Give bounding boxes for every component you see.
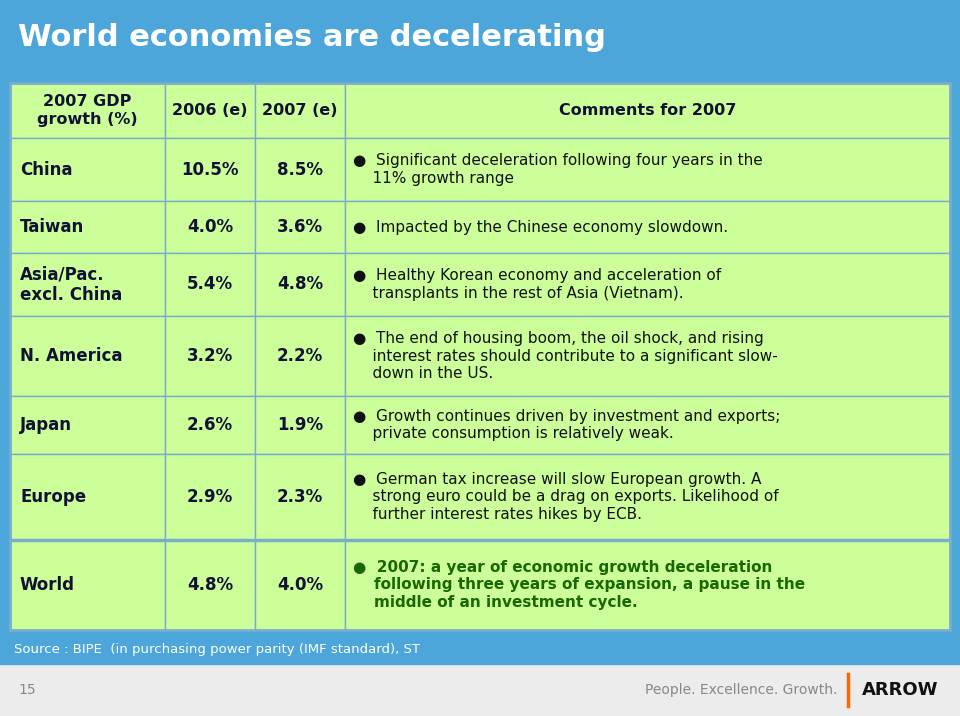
Bar	[345, 253, 950, 316]
Text: People. Excellence. Growth.: People. Excellence. Growth.	[645, 683, 837, 697]
Text: 2.9%: 2.9%	[187, 488, 233, 506]
Bar	[0, 664, 960, 716]
Text: Source : BIPE  (in purchasing power parity (IMF standard), ST: Source : BIPE (in purchasing power parit…	[14, 642, 420, 656]
Text: 3.6%: 3.6%	[276, 218, 324, 236]
Bar	[10, 83, 165, 138]
Text: 2006 (e): 2006 (e)	[172, 103, 248, 118]
Text: World: World	[20, 576, 75, 594]
Bar	[10, 201, 165, 253]
Bar	[10, 253, 165, 316]
Bar	[10, 83, 950, 630]
Bar	[165, 397, 255, 454]
Text: 2007 GDP
growth (%): 2007 GDP growth (%)	[37, 95, 138, 127]
Bar	[345, 454, 950, 540]
Bar	[345, 316, 950, 397]
Bar	[10, 540, 165, 630]
Text: ●  The end of housing boom, the oil shock, and rising
    interest rates should : ● The end of housing boom, the oil shock…	[353, 332, 778, 381]
Text: ●  2007: a year of economic growth deceleration
    following three years of exp: ● 2007: a year of economic growth decele…	[353, 560, 805, 610]
Bar	[255, 316, 345, 397]
Text: ●  Growth continues driven by investment and exports;
    private consumption is: ● Growth continues driven by investment …	[353, 409, 780, 441]
Bar	[165, 253, 255, 316]
Text: ●  Impacted by the Chinese economy slowdown.: ● Impacted by the Chinese economy slowdo…	[353, 220, 728, 235]
Text: ●  Healthy Korean economy and acceleration of
    transplants in the rest of Asi: ● Healthy Korean economy and acceleratio…	[353, 268, 721, 301]
Text: 5.4%: 5.4%	[187, 276, 233, 294]
Text: 10.5%: 10.5%	[181, 160, 239, 178]
Text: N. America: N. America	[20, 347, 123, 365]
Text: Comments for 2007: Comments for 2007	[559, 103, 736, 118]
Text: 4.8%: 4.8%	[276, 276, 324, 294]
Bar	[345, 397, 950, 454]
Text: 4.8%: 4.8%	[187, 576, 233, 594]
Bar	[255, 138, 345, 201]
Bar	[0, 0, 960, 75]
Bar	[255, 253, 345, 316]
Bar	[255, 83, 345, 138]
Bar	[345, 540, 950, 630]
Text: Europe: Europe	[20, 488, 86, 506]
Bar	[165, 201, 255, 253]
Bar	[165, 316, 255, 397]
Text: 2007 (e): 2007 (e)	[262, 103, 338, 118]
Text: 2.2%: 2.2%	[276, 347, 324, 365]
Text: 2.3%: 2.3%	[276, 488, 324, 506]
Bar	[10, 138, 165, 201]
Text: ARROW: ARROW	[862, 681, 938, 699]
Text: 8.5%: 8.5%	[277, 160, 323, 178]
Bar	[345, 138, 950, 201]
Text: China: China	[20, 160, 73, 178]
Bar	[0, 634, 960, 664]
Text: Taiwan: Taiwan	[20, 218, 84, 236]
Bar	[255, 540, 345, 630]
Bar	[165, 83, 255, 138]
Bar	[255, 454, 345, 540]
Bar	[345, 83, 950, 138]
Text: 4.0%: 4.0%	[276, 576, 324, 594]
Text: 2.6%: 2.6%	[187, 416, 233, 434]
Text: 3.2%: 3.2%	[187, 347, 233, 365]
Bar	[10, 397, 165, 454]
Text: ●  Significant deceleration following four years in the
    11% growth range: ● Significant deceleration following fou…	[353, 153, 763, 185]
Bar	[345, 201, 950, 253]
Bar	[10, 454, 165, 540]
Bar	[165, 540, 255, 630]
Text: ●  German tax increase will slow European growth. A
    strong euro could be a d: ● German tax increase will slow European…	[353, 472, 779, 522]
Text: Asia/Pac.
excl. China: Asia/Pac. excl. China	[20, 265, 122, 304]
Bar	[165, 138, 255, 201]
Text: 1.9%: 1.9%	[276, 416, 324, 434]
Text: 15: 15	[18, 683, 36, 697]
Text: Japan: Japan	[20, 416, 72, 434]
Bar	[255, 397, 345, 454]
Text: 4.0%: 4.0%	[187, 218, 233, 236]
Bar	[165, 454, 255, 540]
Bar	[255, 201, 345, 253]
Bar	[10, 316, 165, 397]
Text: World economies are decelerating: World economies are decelerating	[18, 23, 606, 52]
